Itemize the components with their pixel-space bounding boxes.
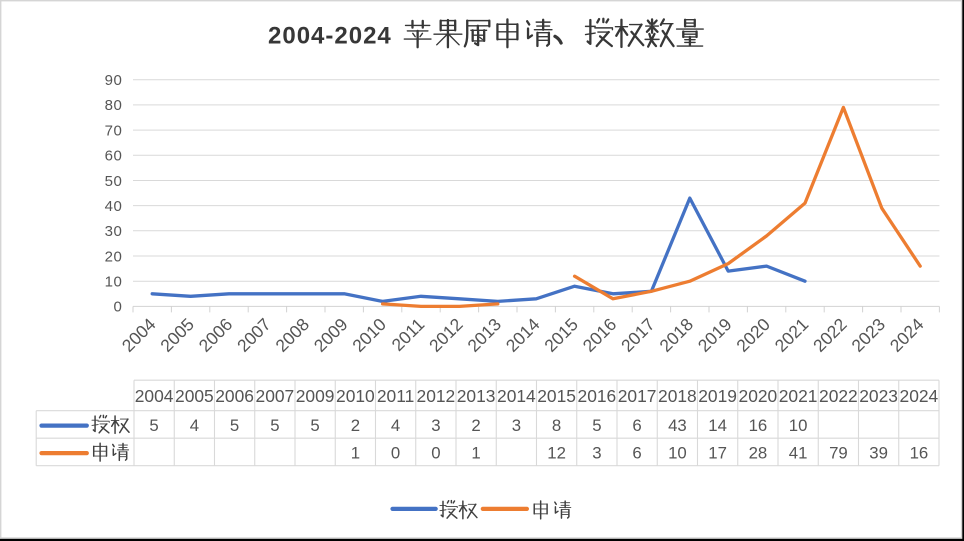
svg-text:2: 2 (471, 416, 480, 435)
svg-text:4: 4 (190, 416, 199, 435)
svg-text:1: 1 (351, 444, 360, 463)
svg-text:2009: 2009 (296, 386, 335, 406)
svg-text:10: 10 (105, 274, 123, 291)
svg-text:30: 30 (105, 223, 123, 240)
svg-text:20: 20 (105, 248, 123, 265)
svg-text:2021: 2021 (779, 386, 818, 406)
svg-text:3: 3 (512, 416, 521, 435)
svg-text:60: 60 (105, 148, 123, 165)
svg-text:3: 3 (431, 416, 440, 435)
svg-text:28: 28 (749, 444, 768, 463)
svg-text:14: 14 (708, 416, 727, 435)
svg-text:8: 8 (552, 416, 561, 435)
svg-text:10: 10 (789, 416, 808, 435)
svg-text:16: 16 (910, 444, 929, 463)
svg-text:43: 43 (668, 416, 687, 435)
svg-text:70: 70 (105, 122, 123, 139)
svg-text:39: 39 (869, 444, 888, 463)
svg-text:2014: 2014 (497, 386, 536, 406)
svg-text:5: 5 (592, 416, 601, 435)
svg-text:80: 80 (105, 97, 123, 114)
svg-text:0: 0 (431, 444, 440, 463)
svg-text:4: 4 (391, 416, 400, 435)
svg-text:2006: 2006 (215, 386, 254, 406)
svg-text:6: 6 (632, 444, 641, 463)
svg-text:2004: 2004 (135, 386, 174, 406)
svg-text:2012: 2012 (417, 386, 456, 406)
svg-text:50: 50 (105, 173, 123, 190)
svg-text:2011: 2011 (377, 386, 414, 406)
svg-text:2004-2024: 2004-2024 (268, 23, 392, 50)
svg-text:2017: 2017 (618, 386, 657, 406)
svg-text:2020: 2020 (739, 386, 778, 406)
svg-text:17: 17 (708, 444, 727, 463)
svg-text:5: 5 (149, 416, 158, 435)
svg-text:2019: 2019 (698, 386, 737, 406)
svg-text:90: 90 (105, 72, 123, 89)
svg-text:2010: 2010 (336, 386, 375, 406)
svg-text:16: 16 (749, 416, 768, 435)
svg-text:0: 0 (114, 299, 123, 316)
svg-text:5: 5 (310, 416, 319, 435)
svg-text:41: 41 (789, 444, 808, 463)
svg-text:2022: 2022 (819, 386, 858, 406)
svg-text:12: 12 (547, 444, 566, 463)
svg-text:2: 2 (351, 416, 360, 435)
svg-text:40: 40 (105, 198, 123, 215)
svg-text:2023: 2023 (859, 386, 898, 406)
svg-text:2024: 2024 (900, 386, 939, 406)
svg-text:2016: 2016 (578, 386, 617, 406)
svg-text:6: 6 (632, 416, 641, 435)
svg-text:3: 3 (592, 444, 601, 463)
svg-text:5: 5 (230, 416, 239, 435)
svg-text:10: 10 (668, 444, 687, 463)
svg-text:79: 79 (829, 444, 848, 463)
svg-text:2005: 2005 (175, 386, 214, 406)
svg-text:2007: 2007 (256, 386, 295, 406)
svg-text:0: 0 (391, 444, 400, 463)
svg-text:5: 5 (270, 416, 279, 435)
svg-text:2015: 2015 (537, 386, 576, 406)
svg-text:1: 1 (471, 444, 480, 463)
svg-text:2013: 2013 (457, 386, 496, 406)
svg-text:2018: 2018 (658, 386, 697, 406)
